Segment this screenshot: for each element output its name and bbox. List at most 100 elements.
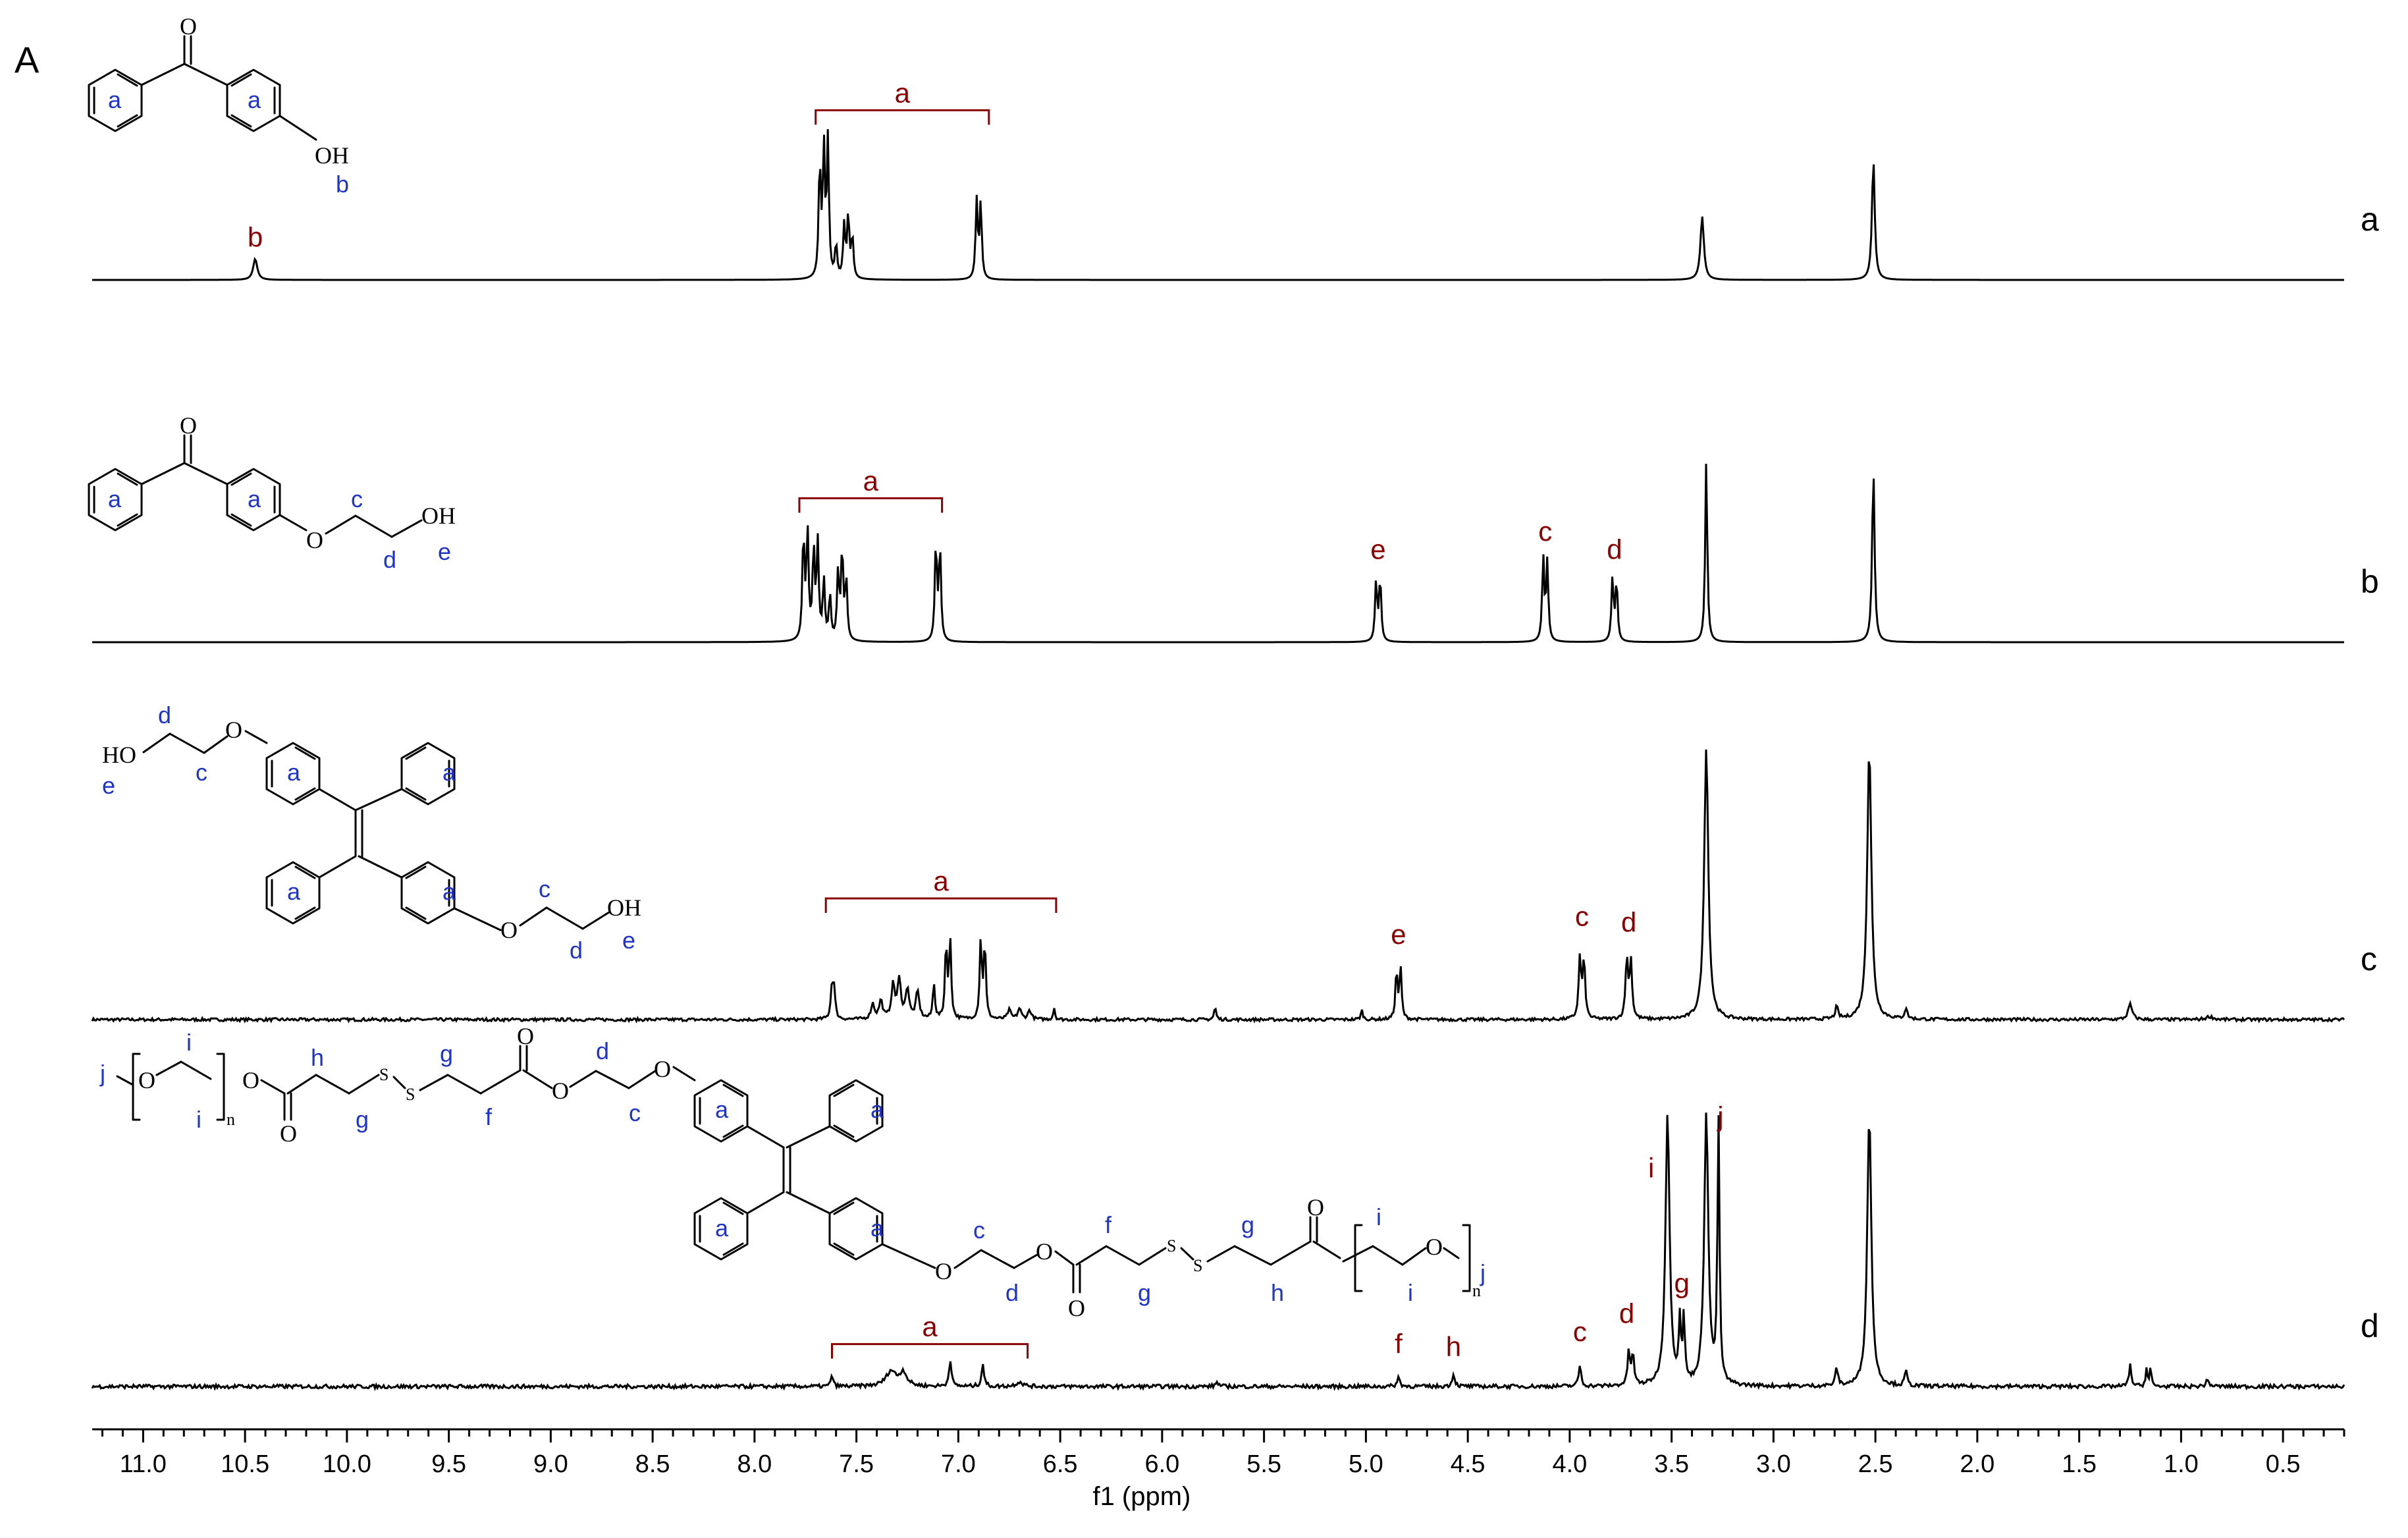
spectrum-trace-b <box>92 464 2344 644</box>
tick-label: 10.5 <box>221 1450 269 1478</box>
proton-label: g <box>1138 1279 1151 1306</box>
ring-label: a <box>715 1096 729 1123</box>
tick-label: 10.0 <box>323 1450 371 1478</box>
proton-label: d <box>596 1037 609 1064</box>
hydroxyl-group: OH <box>607 894 641 921</box>
spectrum-trace-c <box>91 749 2345 1024</box>
structure-d: j O n O O S S O O O <box>99 1023 1485 1321</box>
x-axis: 11.0 10.5 10.0 9.5 9.0 8.5 8.0 7.5 7.0 6.5 6.0 5.5 5… <box>92 1428 2345 1511</box>
ring-label: a <box>442 759 456 786</box>
tick-label: 4.5 <box>1451 1450 1485 1478</box>
ring-label: a <box>248 86 261 113</box>
proton-label: e <box>102 772 115 799</box>
proton-label: h <box>311 1044 324 1071</box>
proton-label: f <box>1105 1211 1112 1238</box>
benzene-ring-icon <box>828 1197 884 1261</box>
tick-label: 7.0 <box>941 1450 976 1478</box>
benzene-ring-icon <box>693 1079 749 1143</box>
carbonyl-oxygen: O <box>180 13 197 40</box>
tick-label: 7.5 <box>839 1450 874 1478</box>
carbonyl-oxygen: O <box>1068 1295 1085 1321</box>
trace-names-group: a b c d <box>2361 201 2379 1344</box>
ring-label: a <box>870 1215 884 1242</box>
tick-label: 1.5 <box>2062 1450 2097 1478</box>
peak-label: e <box>1370 534 1385 565</box>
tick-label: 11.0 <box>120 1450 167 1478</box>
peak-label: h <box>1446 1331 1461 1362</box>
proton-label: d <box>383 546 396 573</box>
hydroxyl-group: OH <box>421 503 456 529</box>
peak-label: b <box>248 221 263 252</box>
proton-label: f <box>485 1103 493 1130</box>
proton-label: c <box>351 485 363 512</box>
benzene-ring-icon <box>265 861 321 925</box>
peak-label: a <box>922 1311 938 1342</box>
structure-a: O OH a a b <box>88 13 349 198</box>
tick-label: 2.0 <box>1960 1450 1994 1478</box>
ring-label: a <box>287 878 301 905</box>
tick-label: 8.5 <box>635 1450 670 1478</box>
repeat-n: n <box>227 1110 235 1129</box>
ring-label: a <box>870 1096 884 1123</box>
sulfur-atom: S <box>1167 1236 1176 1255</box>
benzene-ring-icon <box>226 468 281 532</box>
ether-oxygen: O <box>306 527 323 553</box>
ring-label: a <box>108 86 122 113</box>
proton-label: i <box>186 1029 192 1056</box>
proton-label: g <box>1241 1211 1254 1238</box>
proton-label: i <box>1408 1279 1413 1306</box>
ring-label: a <box>108 485 122 512</box>
tick-label: 9.0 <box>533 1450 568 1478</box>
spectrum-trace-a <box>92 129 2344 281</box>
benzene-ring-icon <box>693 1197 749 1261</box>
ester-oxygen: O <box>1036 1238 1053 1265</box>
benzene-ring-icon <box>828 1079 884 1143</box>
x-axis-title: f1 (ppm) <box>1092 1482 1191 1511</box>
tick-label: 0.5 <box>2266 1450 2301 1478</box>
proton-label: j <box>1480 1259 1485 1286</box>
benzene-ring-icon <box>400 861 456 925</box>
peak-bracket <box>815 109 990 125</box>
proton-label: d <box>1005 1279 1019 1306</box>
peak-label: a <box>933 865 949 896</box>
structure-c: HO O <box>102 701 641 964</box>
ring-label: a <box>248 485 261 512</box>
peak-label: a <box>895 77 911 108</box>
tick-label: 4.0 <box>1552 1450 1587 1478</box>
carbonyl-oxygen: O <box>517 1023 534 1049</box>
proton-label: h <box>1271 1279 1284 1306</box>
proton-label: i <box>196 1106 201 1133</box>
peak-label: j <box>1716 1101 1723 1132</box>
tick-label: 3.5 <box>1654 1450 1689 1478</box>
peak-label: c <box>1573 1316 1587 1347</box>
peak-bracket <box>798 497 944 513</box>
proton-label: g <box>356 1106 369 1133</box>
ring-label: a <box>287 759 301 786</box>
tick-label: 5.5 <box>1246 1450 1281 1478</box>
proton-label: c <box>196 759 207 786</box>
proton-label: g <box>440 1040 453 1067</box>
sulfur-atom: S <box>1193 1256 1202 1275</box>
ester-oxygen: O <box>242 1067 259 1093</box>
ring-label: a <box>715 1215 729 1242</box>
tick-label: 3.0 <box>1756 1450 1791 1478</box>
trace-label-c: c <box>2361 941 2377 977</box>
ester-oxygen: O <box>552 1078 569 1104</box>
benzene-ring-icon <box>226 69 281 132</box>
tick-label: 5.0 <box>1349 1450 1383 1478</box>
x-axis-ticks: 11.0 10.5 10.0 9.5 9.0 8.5 8.0 7.5 7.0 6.5 6.0 5.5 5… <box>101 1429 2345 1478</box>
peak-label: f <box>1395 1328 1403 1359</box>
peak-bracket <box>830 1343 1029 1359</box>
tick-label: 6.0 <box>1144 1450 1179 1478</box>
tick-label: 8.0 <box>737 1450 772 1478</box>
trace-label-a: a <box>2361 201 2379 238</box>
tick-label: 6.5 <box>1043 1450 1078 1478</box>
tick-label: 9.5 <box>431 1450 466 1478</box>
hydroxyl-group: HO <box>102 742 136 768</box>
spectrum-trace-d <box>91 1112 2345 1392</box>
peak-label: g <box>1674 1267 1689 1298</box>
structure-b: O O OH a a c d e <box>88 412 456 573</box>
proton-label: c <box>973 1217 985 1244</box>
peak-bracket <box>824 897 1057 913</box>
